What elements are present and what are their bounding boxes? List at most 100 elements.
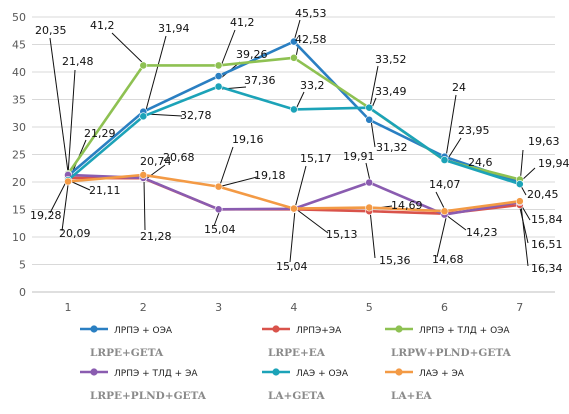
data-label: 20,09 (59, 227, 91, 240)
legend-marker (272, 325, 280, 333)
callout-leader (49, 37, 69, 173)
data-label: 19,16 (232, 133, 264, 146)
callout-leader (49, 179, 68, 214)
data-point (139, 171, 148, 179)
callout-leader (295, 208, 329, 234)
data-label: 15,04 (204, 223, 236, 236)
data-label: 45,53 (295, 7, 327, 20)
data-label: 16,34 (531, 262, 563, 275)
legend-item: ЛРПЭ+ЭА LRPE+EA (262, 325, 342, 359)
data-point (289, 204, 298, 213)
legend-item: ЛРПЭ + ТЛД + ОЭА LRPW+PLND+GETA (385, 325, 512, 359)
data-label: 42,58 (295, 33, 327, 46)
data-point (214, 61, 223, 70)
data-label: 14,69 (391, 199, 423, 212)
data-label: 14,07 (429, 178, 461, 191)
legend-item: ЛАЭ + ОЭА LA+GETA (262, 368, 349, 402)
data-label: 33,2 (300, 79, 325, 92)
y-tick-label: 15 (12, 204, 26, 217)
callout-leader (446, 137, 462, 161)
data-label: 20,68 (163, 151, 195, 164)
callout-leader (220, 29, 236, 67)
x-tick-label: 6 (441, 301, 448, 314)
data-label: 21,48 (62, 55, 94, 68)
data-point (214, 82, 223, 91)
data-label: 24,6 (468, 156, 493, 169)
callout-leader (445, 214, 467, 231)
x-tick-label: 5 (366, 301, 373, 314)
data-point (64, 177, 72, 186)
legend-item: ЛРПЭ + ОЭА LRPE+GETA (80, 325, 173, 359)
legend-item: ЛАЭ + ЭА LA+EA (385, 368, 465, 402)
data-point (365, 203, 374, 212)
callout-leader (445, 94, 457, 158)
x-tick-label: 1 (65, 301, 72, 314)
series-layer (64, 37, 524, 219)
callout-leader (295, 91, 305, 110)
data-label: 16,51 (531, 238, 563, 251)
callout-leader (289, 209, 296, 263)
legend-sublabel: LA+GETA (268, 390, 326, 402)
data-label: 20,45 (527, 188, 559, 201)
y-tick-label: 10 (12, 231, 26, 244)
data-label: 15,36 (379, 254, 411, 267)
data-label: 20,35 (35, 24, 67, 37)
legend-label: ЛАЭ + ЭА (419, 369, 465, 379)
data-point (515, 197, 524, 206)
callout-leader (520, 185, 527, 196)
series-line (67, 85, 521, 186)
data-label: 19,91 (343, 150, 375, 163)
y-tick-label: 25 (12, 149, 26, 162)
data-label: 19,63 (528, 135, 560, 148)
y-tick-label: 35 (12, 94, 26, 107)
legend-marker (395, 325, 403, 333)
legend-label: ЛРПЭ + ОЭА (114, 326, 173, 336)
data-point (365, 178, 374, 187)
data-label: 15,04 (276, 260, 308, 273)
data-label: 14,23 (466, 226, 498, 239)
data-label: 33,52 (375, 53, 407, 66)
legend-sublabel: LRPE+GETA (90, 347, 164, 359)
callout-leader (143, 179, 146, 231)
callout-leader (219, 146, 234, 186)
callout-leader (293, 19, 301, 42)
callout-leader (519, 207, 529, 244)
data-label: 15,84 (531, 213, 563, 226)
data-label: 15,17 (300, 152, 332, 165)
y-tick-label: 45 (12, 39, 26, 52)
data-point (289, 105, 298, 114)
data-point (214, 72, 223, 80)
y-tick-label: 30 (12, 121, 26, 134)
callout-leader (436, 217, 447, 258)
data-point (365, 103, 374, 112)
data-point (289, 53, 298, 62)
y-tick-label: 20 (12, 176, 26, 189)
data-label: 19,94 (538, 157, 569, 170)
callout-leader (221, 176, 258, 187)
data-point (515, 180, 524, 188)
legend: ЛРПЭ + ОЭА LRPE+GETA ЛРПЭ+ЭА LRPE+EA ЛРПЭ + … (80, 325, 512, 402)
x-tick-label: 2 (140, 301, 147, 314)
callout-leader (145, 35, 167, 111)
data-label: 19,18 (254, 169, 286, 182)
legend-label: ЛРПЭ+ЭА (296, 326, 342, 336)
label-layer: 20,35 21,48 21,29 20,74 19,28 21,11 20,09 41,2 3… (30, 7, 569, 275)
legend-marker (90, 368, 98, 376)
legend-item: ЛРПЭ + ТЛД + ЭА LRPE+PLND+GETA (80, 368, 207, 402)
callout-leader (294, 165, 307, 209)
legend-label: ЛАЭ + ОЭА (296, 369, 349, 379)
data-label: 21,28 (140, 230, 172, 243)
callout-leader (61, 184, 69, 232)
callout-leader (145, 113, 183, 117)
data-point (365, 115, 374, 124)
legend-marker (395, 368, 403, 376)
data-point (289, 37, 298, 46)
legend-label: ЛРПЭ + ТЛД + ЭА (114, 369, 198, 379)
callout-leader (369, 65, 379, 108)
callout-leader (520, 204, 529, 267)
data-label: 41,2 (90, 19, 115, 32)
legend-sublabel: LRPW+PLND+GETA (391, 347, 512, 359)
leader-layer (49, 19, 536, 267)
data-label: 31,32 (376, 141, 408, 154)
